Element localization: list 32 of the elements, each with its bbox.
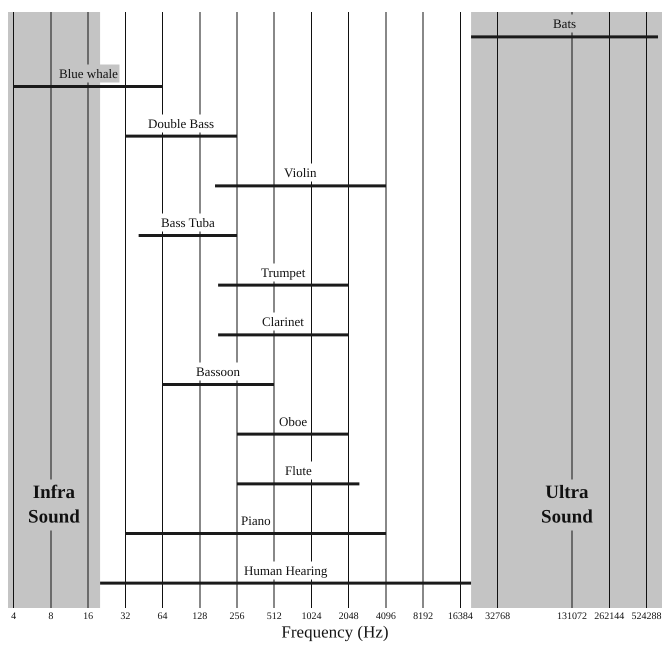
x-axis-title: Frequency (Hz) — [281, 622, 389, 642]
band-label: Infra Sound — [28, 482, 80, 528]
x-tick-label: 64 — [158, 611, 168, 622]
x-tick-label: 1024 — [301, 611, 322, 622]
x-tick-label: 32 — [120, 611, 130, 622]
x-tick-label: 262144 — [594, 611, 624, 622]
y-tick-label: Clarinet — [262, 314, 304, 329]
y-tick-label: Bassoon — [196, 364, 241, 379]
y-tick-label: Double Bass — [148, 116, 214, 131]
x-tick-label: 256 — [230, 611, 245, 622]
x-tick-label: 512 — [266, 611, 282, 622]
x-tick-label: 8 — [48, 611, 54, 622]
x-tick-label: 131072 — [557, 611, 588, 622]
y-tick-label: Flute — [285, 463, 312, 478]
x-tick-label: 4096 — [376, 611, 396, 622]
y-tick-label: Piano — [241, 513, 271, 528]
y-tick-label: Bats — [553, 16, 576, 31]
x-tick-label: 4 — [11, 611, 16, 622]
x-tick-label: 16384 — [448, 611, 473, 622]
x-tick-label: 8192 — [413, 611, 434, 622]
y-tick-label: Oboe — [279, 414, 308, 429]
x-tick-label: 16 — [83, 611, 94, 622]
y-tick-label: Violin — [284, 165, 317, 180]
y-tick-label: Trumpet — [261, 265, 306, 280]
x-tick-label: 2048 — [338, 611, 359, 622]
y-tick-label: Bass Tuba — [161, 215, 216, 230]
y-tick-label: Human Hearing — [244, 563, 328, 578]
x-tick-label: 128 — [192, 611, 208, 622]
x-tick-label: 32768 — [485, 611, 510, 622]
band-label: Ultra Sound — [541, 482, 594, 528]
y-tick-label: Blue whale — [59, 66, 118, 81]
x-tick-label: 524288 — [631, 611, 662, 622]
